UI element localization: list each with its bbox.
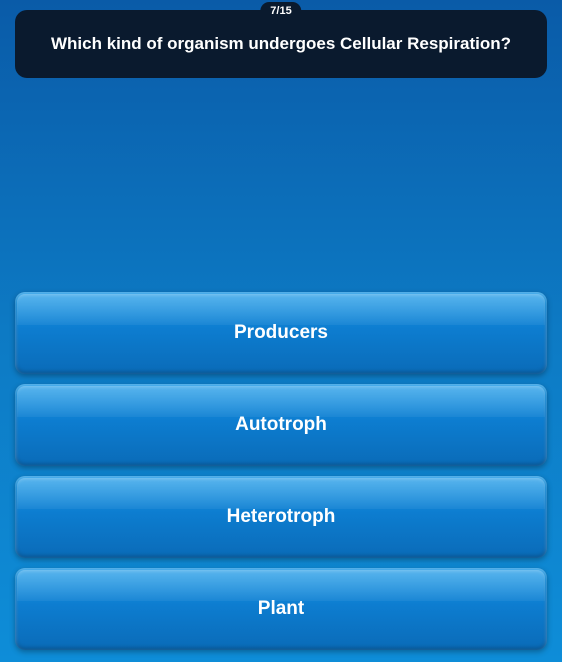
question-container: 7/15 Which kind of organism undergoes Ce… bbox=[15, 10, 547, 78]
answer-label: Autotroph bbox=[235, 414, 327, 436]
answer-option-2[interactable]: Autotroph bbox=[15, 384, 547, 466]
progress-badge: 7/15 bbox=[260, 2, 301, 20]
answers-container: Producers Autotroph Heterotroph Plant bbox=[15, 292, 547, 650]
question-text: Which kind of organism undergoes Cellula… bbox=[33, 32, 529, 56]
question-box: Which kind of organism undergoes Cellula… bbox=[15, 10, 547, 78]
answer-option-3[interactable]: Heterotroph bbox=[15, 476, 547, 558]
answer-label: Producers bbox=[234, 322, 328, 344]
answer-label: Heterotroph bbox=[227, 506, 336, 528]
answer-label: Plant bbox=[258, 598, 304, 620]
progress-label: 7/15 bbox=[270, 5, 291, 17]
answer-option-4[interactable]: Plant bbox=[15, 568, 547, 650]
answer-option-1[interactable]: Producers bbox=[15, 292, 547, 374]
